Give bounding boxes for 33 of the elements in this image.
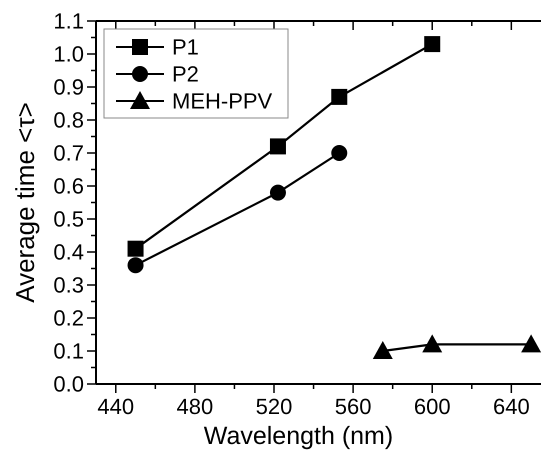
point [128, 240, 144, 257]
y-tick-label: 0.7 [53, 140, 84, 166]
legend-label: P2 [172, 62, 199, 87]
point [128, 257, 144, 274]
y-tick-label: 0.5 [53, 206, 84, 232]
legend-label: P1 [172, 34, 199, 60]
y-tick-label: 1.0 [53, 42, 84, 67]
x-tick-label: 640 [492, 394, 530, 419]
y-tick-label: 0.3 [53, 272, 84, 298]
point [424, 36, 440, 52]
x-axis-title: Wavelength (nm) [204, 422, 394, 450]
point [270, 184, 286, 201]
legend-label: MEH-PPV [172, 88, 273, 114]
y-tick-label: 0.1 [53, 338, 84, 364]
x-tick-label: 440 [97, 394, 134, 419]
y-tick-label: 0.2 [53, 306, 84, 331]
x-tick-label: 480 [176, 394, 214, 419]
point [521, 334, 542, 352]
y-axis-title: Average time <τ> [10, 102, 40, 303]
y-tick-label: 0.0 [53, 372, 84, 397]
y-tick-label: 0.8 [53, 108, 84, 133]
x-tick-label: 520 [256, 394, 292, 419]
x-tick-label: 560 [334, 394, 372, 419]
point [372, 341, 393, 359]
y-tick-label: 0.6 [53, 174, 84, 199]
x-tick-label: 600 [414, 394, 451, 419]
y-tick-label: 0.4 [53, 240, 84, 265]
point [270, 138, 286, 154]
y-tick-label: 1.1 [53, 8, 84, 34]
point [422, 334, 442, 352]
y-tick-label: 0.9 [53, 74, 84, 100]
point [331, 88, 348, 105]
point [331, 145, 348, 161]
